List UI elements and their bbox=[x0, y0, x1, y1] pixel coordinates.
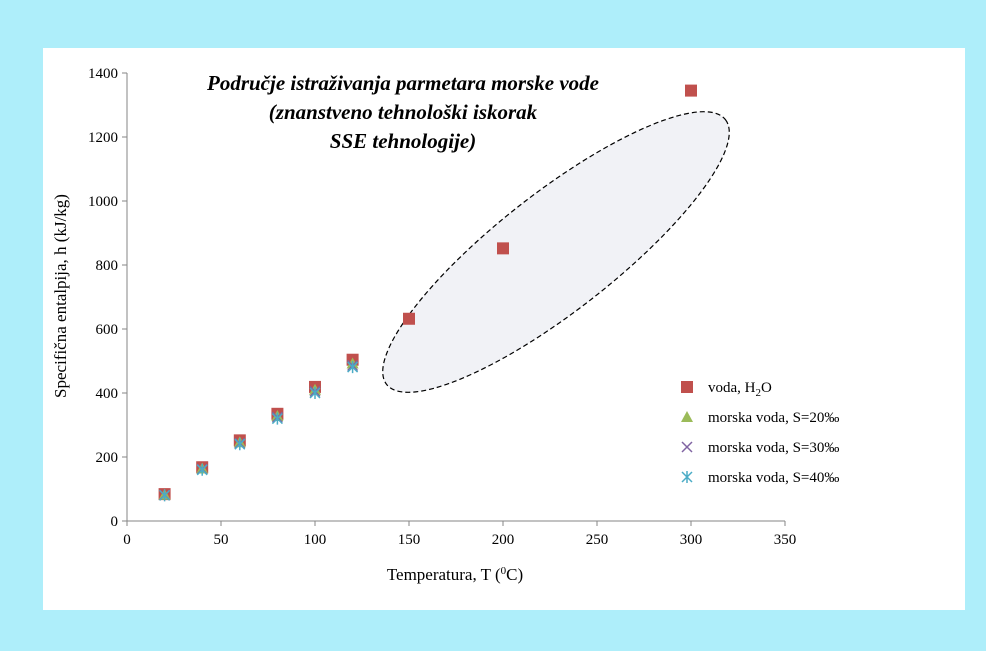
data-points-group bbox=[158, 84, 697, 502]
x-tick-label: 200 bbox=[492, 532, 515, 548]
data-point bbox=[347, 361, 359, 374]
y-tick-label: 800 bbox=[96, 258, 119, 274]
chart-panel: Područje istraživanja parmetara morske v… bbox=[43, 48, 965, 610]
y-tick-label: 600 bbox=[96, 322, 119, 338]
y-tick-label: 1000 bbox=[88, 194, 118, 210]
series-2-points bbox=[158, 357, 359, 500]
scatter-chart: Područje istraživanja parmetara morske v… bbox=[51, 66, 839, 584]
x-tick-label: 350 bbox=[774, 532, 797, 548]
data-point bbox=[403, 312, 415, 325]
x-tick-label: 0 bbox=[123, 532, 131, 548]
legend-marker bbox=[681, 411, 693, 422]
data-point bbox=[234, 438, 246, 451]
data-point bbox=[271, 412, 283, 425]
data-point bbox=[685, 84, 697, 97]
legend-item: voda, H2O bbox=[681, 380, 772, 399]
y-tick-label: 1200 bbox=[88, 130, 118, 146]
legend-marker bbox=[681, 471, 693, 483]
series-3-points bbox=[159, 359, 359, 501]
research-area-ellipse bbox=[382, 111, 730, 393]
legend-label: voda, H2O bbox=[708, 380, 772, 399]
data-point bbox=[309, 387, 321, 399]
x-axis-title: Temperatura, T (0C) bbox=[387, 565, 523, 584]
legend-item: morska voda, S=40‰ bbox=[681, 470, 839, 486]
y-tick-label: 200 bbox=[96, 450, 119, 466]
legend-label: morska voda, S=20‰ bbox=[708, 410, 839, 426]
y-tick-label: 400 bbox=[96, 386, 119, 402]
data-point bbox=[196, 463, 208, 476]
annotation-line-2: (znanstveno tehnološki iskorak bbox=[269, 100, 538, 124]
legend-item: morska voda, S=30‰ bbox=[681, 440, 839, 456]
data-point bbox=[159, 489, 171, 502]
y-tick-label: 0 bbox=[111, 514, 119, 530]
annotation-line-1: Područje istraživanja parmetara morske v… bbox=[206, 71, 599, 95]
series-4-points bbox=[159, 361, 359, 502]
x-tick-label: 300 bbox=[680, 532, 703, 548]
legend-label: morska voda, S=40‰ bbox=[708, 470, 839, 486]
legend-marker bbox=[681, 381, 693, 393]
legend-label: morska voda, S=30‰ bbox=[708, 440, 839, 456]
x-tick-label: 150 bbox=[398, 532, 421, 548]
axes-group: 0 50 100 150 200 250 300 350 0 200 400 600 800 1000 12… bbox=[88, 66, 796, 548]
x-tick-label: 250 bbox=[586, 532, 609, 548]
x-tick-label: 100 bbox=[304, 532, 327, 548]
y-tick-label: 1400 bbox=[88, 66, 118, 82]
annotation-line-3: SSE tehnologije) bbox=[330, 129, 476, 153]
legend-item: morska voda, S=20‰ bbox=[681, 410, 839, 426]
legend-marker bbox=[681, 441, 693, 453]
y-axis-title: Specifična entalpija, h (kJ/kg) bbox=[51, 194, 70, 398]
annotation-group: Područje istraživanja parmetara morske v… bbox=[206, 71, 730, 393]
data-point bbox=[497, 242, 509, 255]
legend: voda, H2O morska voda, S=20‰ morska voda, … bbox=[681, 380, 839, 486]
x-tick-label: 50 bbox=[214, 532, 229, 548]
